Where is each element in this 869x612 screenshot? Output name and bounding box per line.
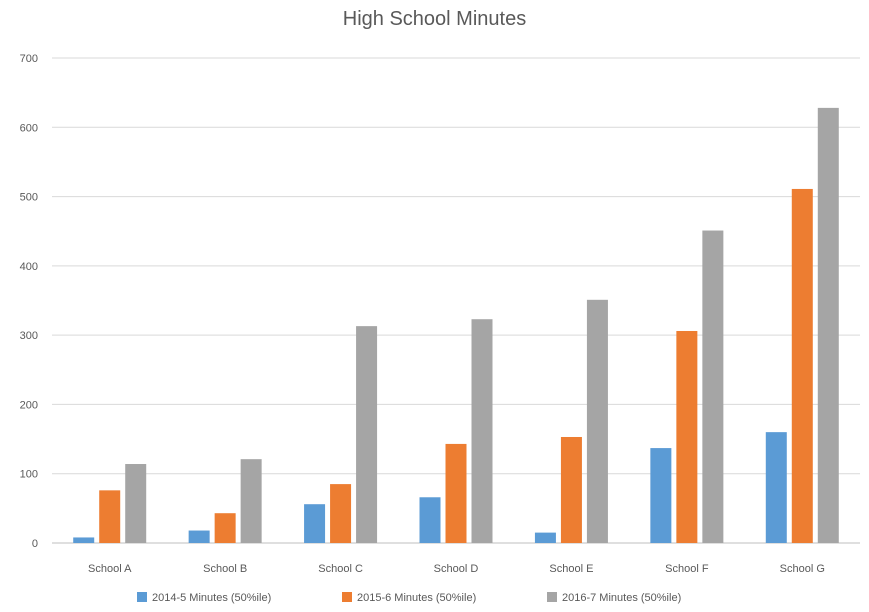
legend-label: 2014-5 Minutes (50%ile) — [152, 592, 271, 604]
legend-swatch — [137, 592, 147, 602]
bar — [125, 464, 147, 543]
x-tick-label: School E — [549, 563, 593, 575]
legend-label: 2016-7 Minutes (50%ile) — [562, 592, 681, 604]
x-tick-label: School A — [88, 563, 132, 575]
bar — [471, 319, 493, 543]
bar — [586, 299, 608, 543]
bar — [650, 448, 672, 543]
bar — [702, 230, 724, 543]
x-tick-label: School B — [203, 563, 247, 575]
bar — [419, 497, 441, 543]
x-tick-label: School G — [780, 563, 825, 575]
bar — [304, 504, 326, 543]
y-tick-label: 100 — [20, 469, 38, 481]
bar — [188, 530, 210, 543]
chart-title: High School Minutes — [342, 8, 527, 30]
bar — [765, 432, 787, 543]
bar — [676, 330, 698, 543]
bar — [99, 490, 121, 543]
legend-swatch — [547, 592, 557, 602]
legend-label: 2015-6 Minutes (50%ile) — [357, 592, 476, 604]
bar — [214, 513, 236, 543]
bar — [356, 326, 378, 543]
bar — [534, 532, 556, 543]
x-tick-label: School D — [434, 563, 479, 575]
y-tick-label: 400 — [20, 261, 38, 273]
bar — [817, 107, 839, 543]
bar — [560, 436, 582, 543]
y-tick-label: 600 — [20, 122, 38, 134]
y-tick-label: 500 — [20, 192, 38, 204]
y-tick-label: 300 — [20, 330, 38, 342]
bar — [791, 188, 813, 543]
x-tick-label: School F — [665, 563, 709, 575]
bar — [73, 537, 95, 543]
x-tick-label: School C — [318, 563, 363, 575]
bar — [445, 443, 467, 543]
y-tick-label: 0 — [32, 538, 38, 550]
legend-swatch — [342, 592, 352, 602]
y-tick-label: 200 — [20, 399, 38, 411]
bar — [240, 459, 262, 543]
y-tick-label: 700 — [20, 53, 38, 65]
bar — [330, 484, 352, 543]
